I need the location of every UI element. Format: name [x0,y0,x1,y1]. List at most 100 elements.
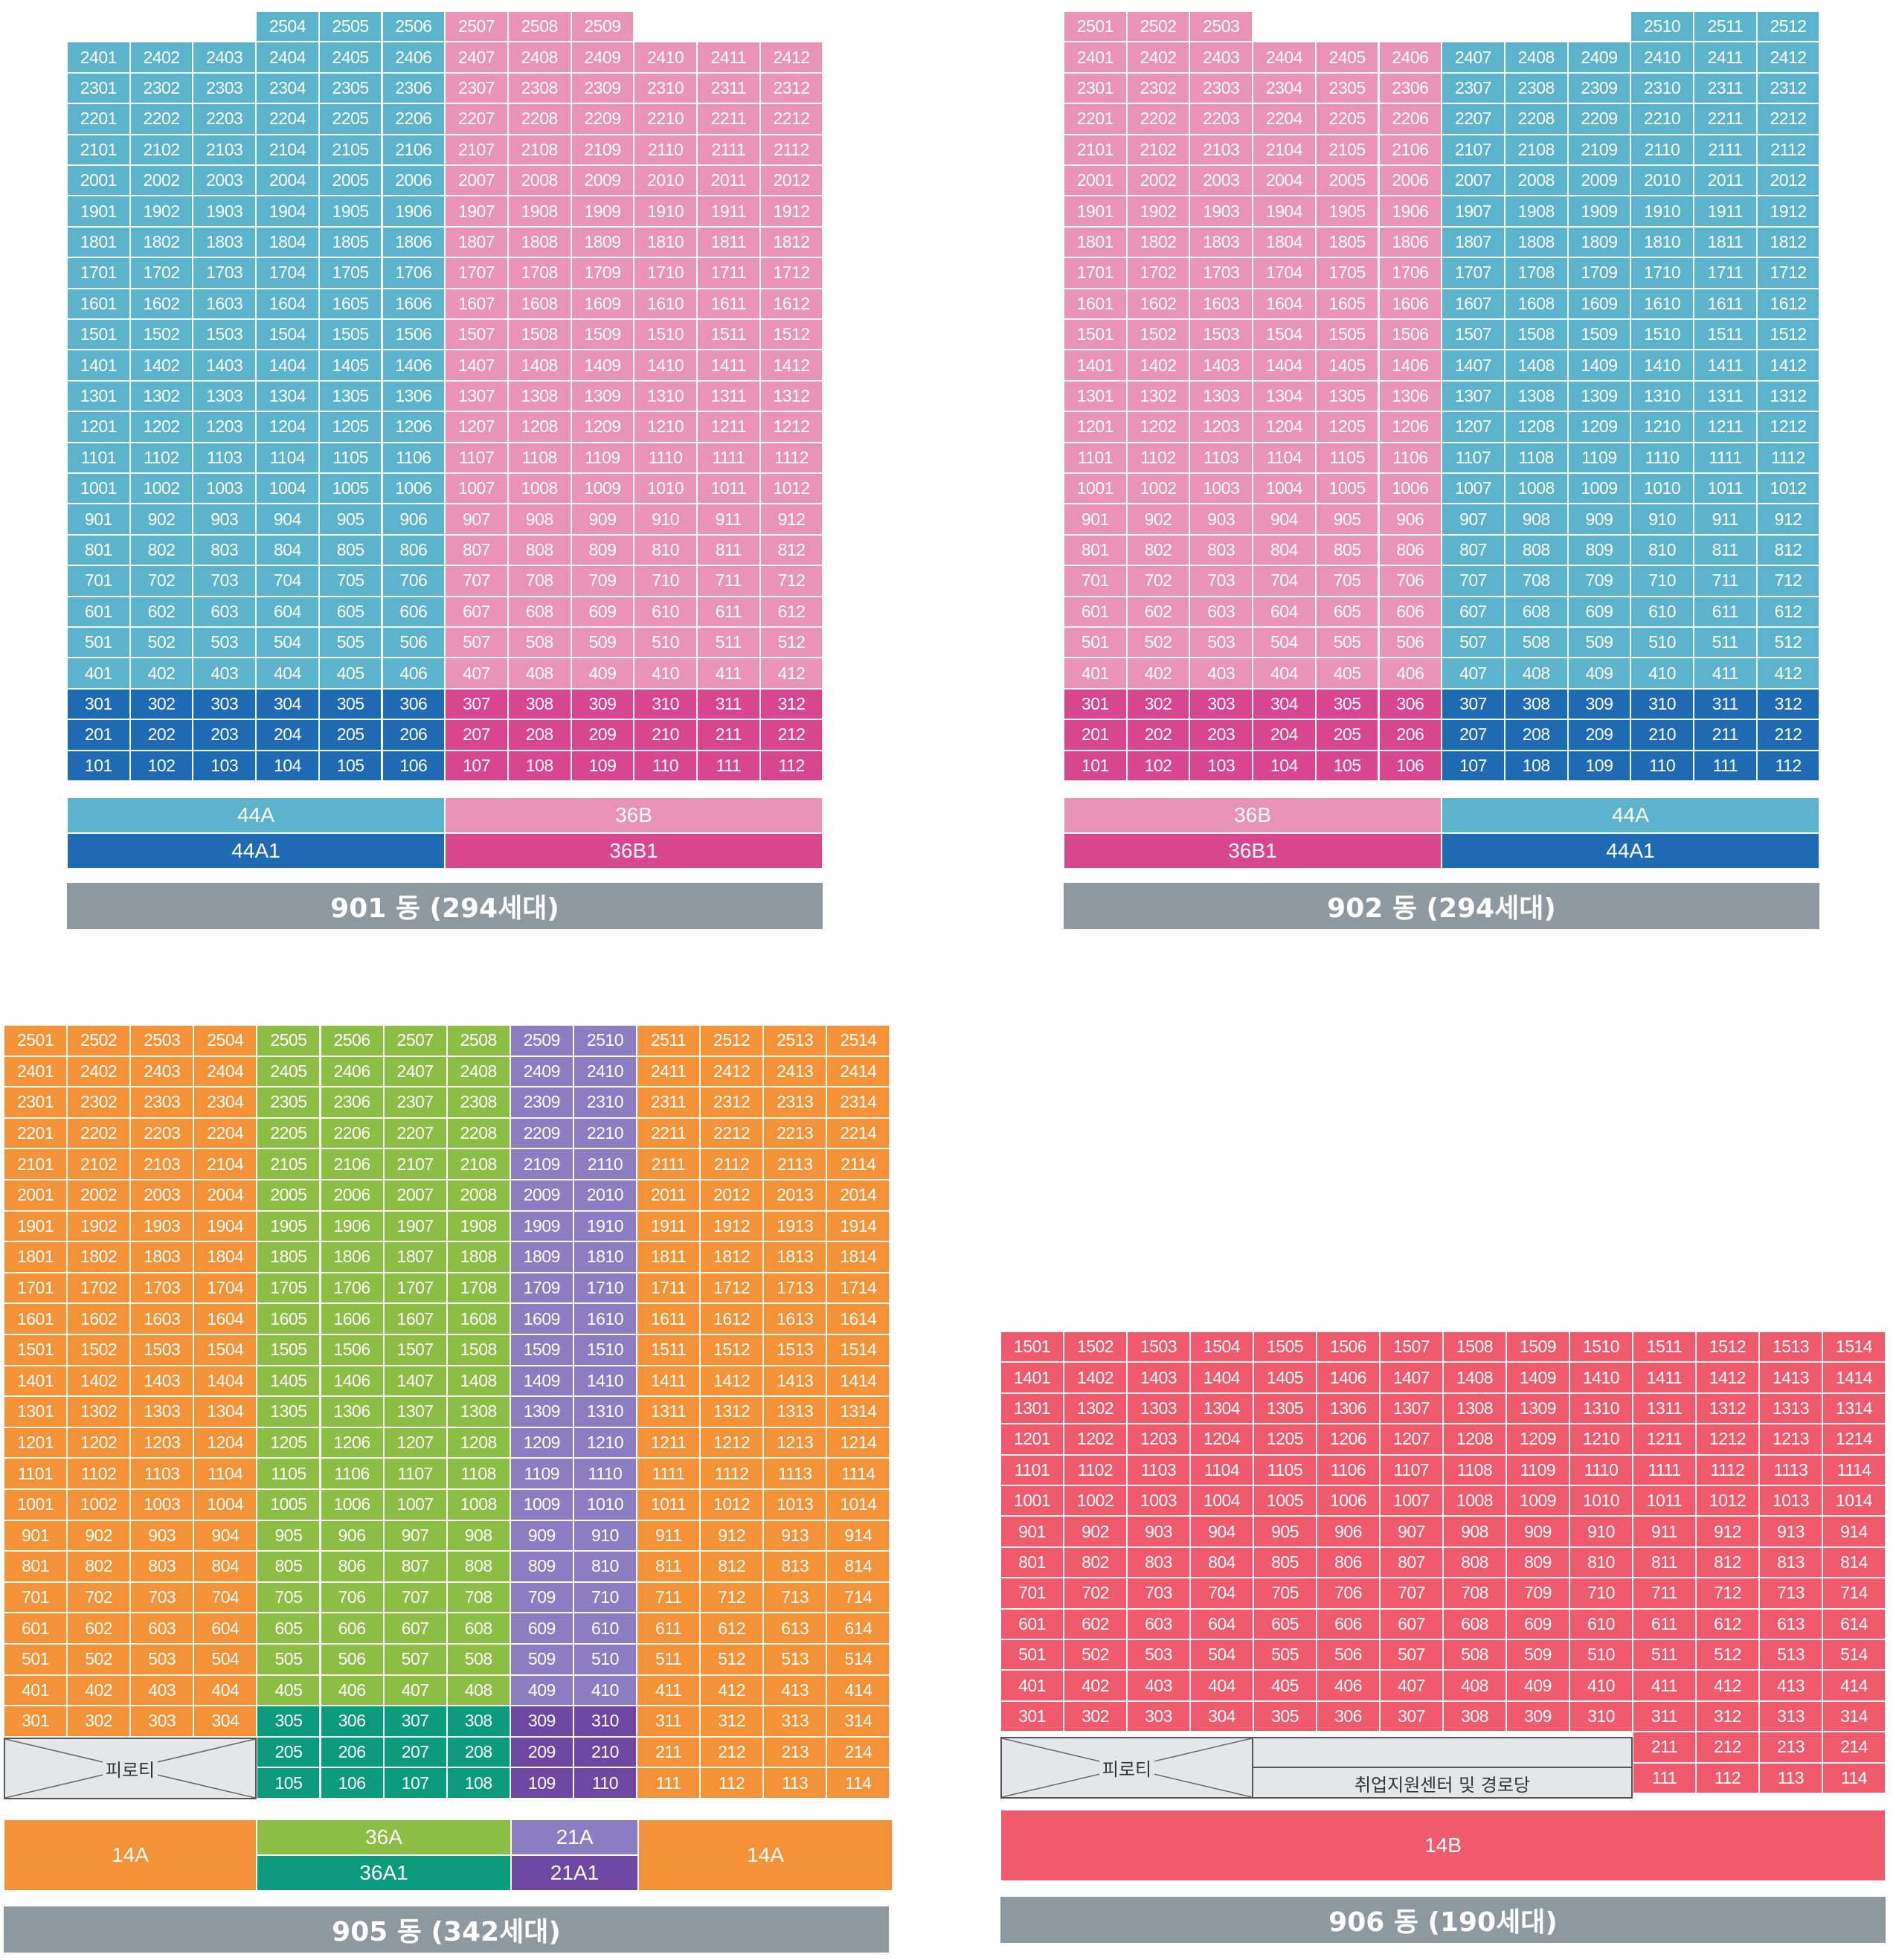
unit-1408: 1408 [446,1365,510,1397]
unit-502: 502 [67,1644,131,1675]
unit-1004: 1004 [193,1489,257,1520]
unit-201: 201 [1064,719,1127,751]
unit-706: 706 [382,565,446,597]
unit-1506: 1506 [1378,319,1442,350]
unit-2104: 2104 [256,134,319,165]
unit-808: 808 [1443,1546,1506,1578]
unit-1801: 1801 [4,1241,68,1273]
unit-1002: 1002 [1126,473,1190,504]
unit-1110: 1110 [1630,442,1694,473]
unit-1406: 1406 [1378,350,1442,381]
unit-1202: 1202 [1126,411,1190,443]
unit-1109: 1109 [1506,1454,1569,1485]
unit-405: 405 [1315,658,1379,689]
unit-506: 506 [1378,627,1442,658]
unit-1902: 1902 [67,1210,131,1242]
unit-904: 904 [1190,1516,1253,1547]
unit-303: 303 [1189,688,1253,720]
unit-2313: 2313 [763,1087,827,1118]
unit-1310: 1310 [1630,380,1694,412]
unit-105: 105 [257,1767,321,1799]
unit-410: 410 [1569,1670,1633,1701]
unit-1214: 1214 [826,1427,890,1459]
unit-1705: 1705 [1315,257,1379,289]
unit-905: 905 [257,1520,321,1552]
unit-609: 609 [510,1613,573,1644]
unit-1011: 1011 [637,1489,701,1520]
unit-1207: 1207 [1380,1424,1443,1455]
unit-609: 609 [1567,596,1631,627]
unit-1502: 1502 [1064,1331,1127,1363]
unit-2514: 2514 [826,1025,890,1056]
unit-611: 611 [1694,596,1757,627]
unit-701: 701 [4,1581,68,1613]
unit-910: 910 [1569,1516,1633,1547]
unit-310: 310 [573,1706,637,1737]
unit-2105: 2105 [318,134,382,165]
unit-1412: 1412 [1756,350,1820,381]
unit-2111: 2111 [637,1148,701,1180]
unit-1508: 1508 [1504,319,1568,350]
unit-913: 913 [1759,1516,1822,1547]
unit-2006: 2006 [1378,165,1442,196]
unit-1011: 1011 [697,473,760,504]
unit-2402: 2402 [1126,42,1190,73]
unit-1013: 1013 [763,1489,827,1520]
unit-1512: 1512 [1696,1331,1759,1363]
unit-610: 610 [1569,1608,1633,1639]
unit-110: 110 [1630,750,1694,781]
unit-1603: 1603 [1189,288,1253,319]
unit-2208: 2208 [507,103,571,135]
unit-414: 414 [826,1674,890,1706]
unit-910: 910 [1630,504,1694,535]
unit-1308: 1308 [1504,380,1568,412]
unit-1906: 1906 [320,1210,384,1242]
unit-810: 810 [573,1551,637,1582]
unit-1901: 1901 [67,196,130,227]
unit-1701: 1701 [1064,257,1127,289]
unit-2210: 2210 [573,1117,637,1149]
unit-1910: 1910 [634,196,697,227]
unit-1707: 1707 [1442,257,1505,289]
unit-2008: 2008 [507,165,571,196]
unit-912: 912 [1756,504,1820,535]
unit-1001: 1001 [1064,473,1127,504]
unit-102: 102 [1126,750,1190,781]
unit-1802: 1802 [67,1241,131,1273]
unit-1804: 1804 [193,1241,257,1273]
unit-809: 809 [571,534,634,566]
unit-1211: 1211 [697,411,760,443]
unit-104: 104 [256,750,319,781]
unit-1006: 1006 [320,1489,384,1520]
unit-205: 205 [1315,719,1379,751]
unit-1509: 1509 [1567,319,1631,350]
unit-606: 606 [382,596,446,627]
unit-1401: 1401 [67,350,130,381]
unit-1206: 1206 [320,1427,384,1459]
unit-1113: 1113 [1759,1454,1822,1485]
unit-807: 807 [1442,534,1505,566]
unit-1003: 1003 [1127,1485,1190,1517]
unit-1405: 1405 [1315,350,1379,381]
unit-2206: 2206 [382,103,446,135]
unit-1707: 1707 [445,257,508,289]
unit-2306: 2306 [1378,72,1442,104]
unit-1003: 1003 [193,473,257,504]
unit-712: 712 [1696,1578,1759,1609]
unit-1107: 1107 [1442,442,1505,473]
unit-1601: 1601 [67,288,130,319]
unit-1503: 1503 [1189,319,1253,350]
unit-1207: 1207 [1442,411,1505,443]
unit-2406: 2406 [382,42,446,73]
unit-1814: 1814 [826,1241,890,1273]
unit-1007: 1007 [1442,473,1505,504]
unit-907: 907 [445,504,508,535]
unit-506: 506 [382,627,446,658]
unit-1306: 1306 [320,1396,384,1427]
unit-2202: 2202 [1126,103,1190,135]
unit-2008: 2008 [1504,165,1568,196]
unit-1001: 1001 [4,1489,68,1520]
unit-1202: 1202 [129,411,193,443]
unit-2001: 2001 [4,1180,68,1211]
unit-305: 305 [318,688,382,720]
